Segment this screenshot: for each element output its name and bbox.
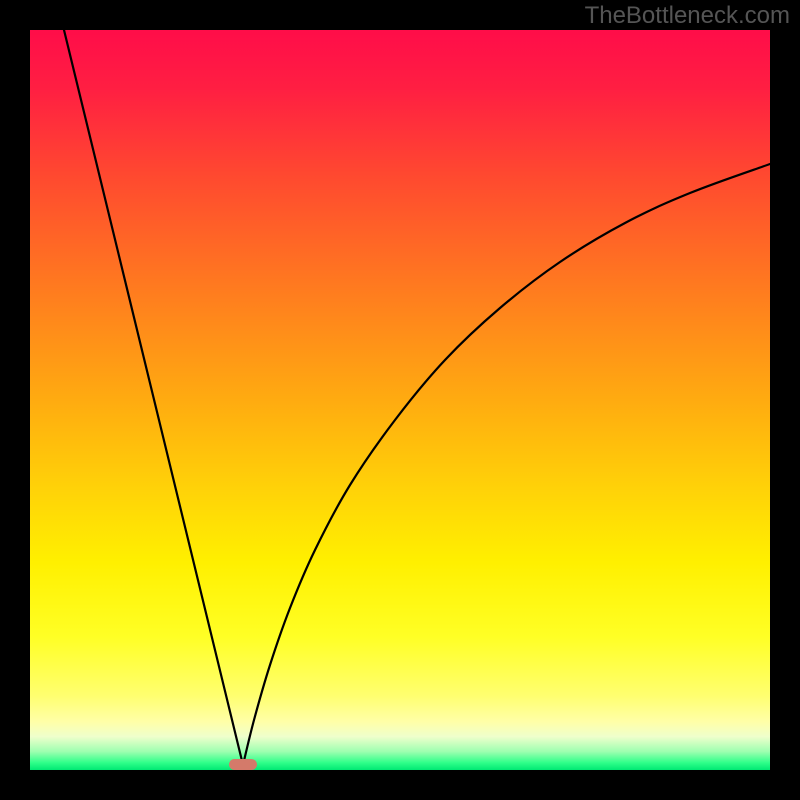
watermark-text: TheBottleneck.com: [585, 2, 790, 30]
marker-rect: [229, 759, 257, 770]
plot-area: [30, 30, 770, 770]
chart-container: TheBottleneck.com: [0, 0, 800, 800]
border-right: [770, 0, 800, 800]
curve-left: [64, 30, 243, 765]
border-bottom: [0, 770, 800, 800]
border-left: [0, 0, 30, 800]
min-marker: [229, 757, 257, 770]
bottleneck-curve: [30, 30, 770, 770]
marker-icon: [229, 759, 257, 770]
curve-right: [243, 164, 770, 765]
